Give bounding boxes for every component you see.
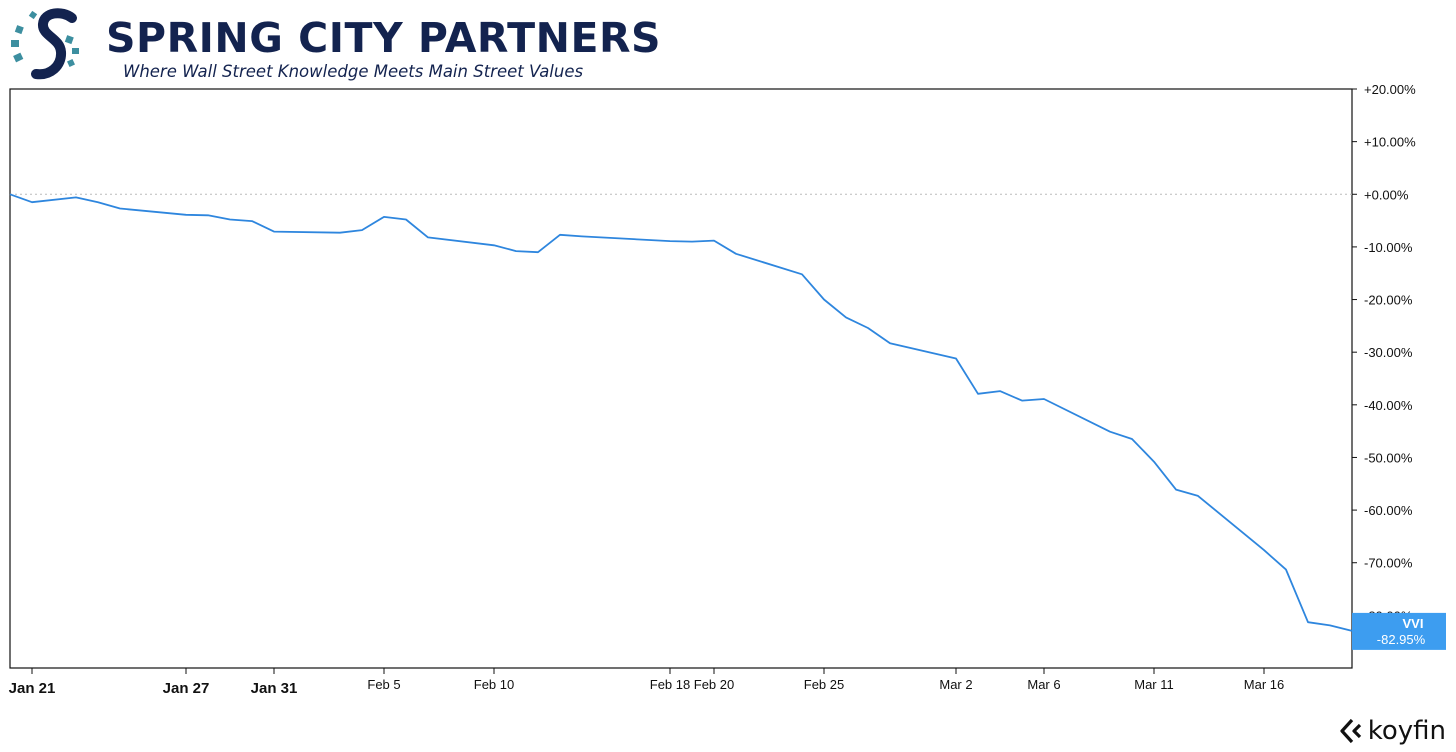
x-tick-label: Mar 16 <box>1244 677 1284 692</box>
y-tick-label: -40.00% <box>1364 398 1413 413</box>
x-tick-label: Feb 25 <box>804 677 844 692</box>
x-tick-label: Jan 21 <box>9 680 56 697</box>
x-tick-label: Jan 27 <box>163 680 210 697</box>
series-badge-name: VVI <box>1403 616 1424 631</box>
plot-frame <box>9 88 1353 669</box>
x-tick-label: Mar 11 <box>1134 677 1174 692</box>
y-tick-label: +10.00% <box>1364 135 1416 150</box>
y-tick-label: -50.00% <box>1364 450 1413 465</box>
series-line-vvi <box>9 193 1353 632</box>
koyfin-chevron-icon <box>1340 718 1361 744</box>
brand-name: SPRING CITY PARTNERS <box>106 14 662 62</box>
brand-header: SPRING CITY PARTNERS Where Wall Street K… <box>10 8 710 84</box>
x-tick-label: Feb 18 <box>650 677 690 692</box>
y-tick-label: -20.00% <box>1364 293 1413 308</box>
koyfin-logo: koyfin <box>1338 716 1446 746</box>
spring-city-logo-icon <box>11 8 79 80</box>
y-tick-label: -10.00% <box>1364 240 1413 255</box>
y-tick-label: -60.00% <box>1364 503 1413 518</box>
series-badge-value: -82.95% <box>1377 632 1426 647</box>
x-tick-label: Feb 10 <box>474 677 514 692</box>
x-tick-label: Mar 6 <box>1027 677 1060 692</box>
x-tick-label: Jan 31 <box>251 680 298 697</box>
y-tick-label: -70.00% <box>1364 556 1413 571</box>
x-tick-label: Feb 20 <box>694 677 734 692</box>
x-tick-label: Feb 5 <box>367 677 400 692</box>
y-tick-label: +20.00% <box>1364 82 1416 97</box>
y-tick-label: -30.00% <box>1364 345 1413 360</box>
koyfin-wordmark: koyfin <box>1367 716 1446 746</box>
y-tick-label: +0.00% <box>1364 187 1409 202</box>
brand-tagline: Where Wall Street Knowledge Meets Main S… <box>123 62 584 81</box>
series-end-badge <box>1352 612 1446 650</box>
x-tick-label: Mar 2 <box>939 677 972 692</box>
